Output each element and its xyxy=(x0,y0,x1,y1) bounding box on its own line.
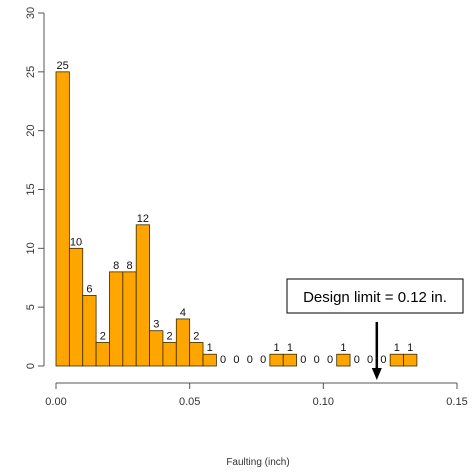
annotation-arrowhead xyxy=(371,368,382,380)
bar-count-label: 2 xyxy=(193,330,199,342)
histogram-bar xyxy=(282,353,298,367)
bar-count-label: 0 xyxy=(300,354,306,366)
bar-count-label: 1 xyxy=(207,342,213,354)
histogram-bar xyxy=(269,353,284,367)
bar-count-label: 1 xyxy=(340,342,346,354)
y-axis: 0 5 10 15 20 25 30 xyxy=(25,7,45,369)
bar-count-label: 1 xyxy=(273,342,279,354)
bar-count-label: 8 xyxy=(126,260,132,272)
bar-count-label: 10 xyxy=(70,236,82,248)
histogram-bar xyxy=(68,247,84,367)
bar-count-label: 2 xyxy=(167,330,173,342)
x-tick-label: 0.10 xyxy=(313,396,334,408)
bar-count-label: 3 xyxy=(153,319,159,331)
histogram-bar xyxy=(389,353,404,367)
y-tick-label: 5 xyxy=(25,304,37,310)
annotation-text: Design limit = 0.12 in. xyxy=(303,289,447,306)
bar-count-label: 1 xyxy=(287,342,293,354)
bar-count-label: 2 xyxy=(100,330,106,342)
design-limit-annotation: Design limit = 0.12 in. xyxy=(286,278,464,380)
histogram-bar xyxy=(82,294,97,367)
bar-count-label: 0 xyxy=(233,354,239,366)
bar-count-label: 6 xyxy=(86,283,92,295)
bar-count-label: 0 xyxy=(380,354,386,366)
histogram-bar xyxy=(55,71,70,367)
bar-count-label: 8 xyxy=(113,260,119,272)
bar-count-label: 1 xyxy=(407,342,413,354)
histogram-bar xyxy=(95,342,110,367)
x-tick-label: 0.05 xyxy=(179,396,200,408)
bar-count-label: 1 xyxy=(394,342,400,354)
y-tick-label: 15 xyxy=(25,183,37,195)
histogram-bar xyxy=(135,224,150,367)
histogram-bar xyxy=(189,342,204,367)
histogram-bar xyxy=(149,330,164,367)
histogram-bar xyxy=(403,353,418,367)
bar-count-label: 25 xyxy=(57,60,69,72)
bar-count-label: 0 xyxy=(314,354,320,366)
x-tick-label: 0.00 xyxy=(45,396,66,408)
y-tick-label: 0 xyxy=(25,363,37,369)
x-axis-title: Faulting (inch) xyxy=(226,457,289,468)
histogram-bar xyxy=(336,353,351,367)
bar-count-label: 0 xyxy=(220,354,226,366)
bar-count-label: 0 xyxy=(247,354,253,366)
histogram-bar xyxy=(162,342,177,367)
y-tick-label: 30 xyxy=(25,7,37,19)
histogram-bar xyxy=(109,271,124,367)
bar-count-label: 0 xyxy=(327,354,333,366)
annotation-box xyxy=(286,278,464,314)
y-tick-label: 20 xyxy=(25,125,37,137)
bar-count-label: 0 xyxy=(260,354,266,366)
x-axis: 0.00 0.05 0.10 0.15 xyxy=(45,382,468,408)
bar-count-label: 0 xyxy=(367,354,373,366)
histogram-bars xyxy=(55,71,418,367)
x-tick-label: 0.15 xyxy=(446,396,467,408)
histogram-bar xyxy=(202,353,217,367)
bar-count-label: 0 xyxy=(354,354,360,366)
y-tick-label: 25 xyxy=(25,66,37,78)
histogram-bar xyxy=(175,318,191,367)
histogram-bar xyxy=(122,271,137,367)
y-tick-label: 10 xyxy=(25,242,37,254)
bar-count-label: 12 xyxy=(137,213,149,225)
bar-count-label: 4 xyxy=(180,307,186,319)
